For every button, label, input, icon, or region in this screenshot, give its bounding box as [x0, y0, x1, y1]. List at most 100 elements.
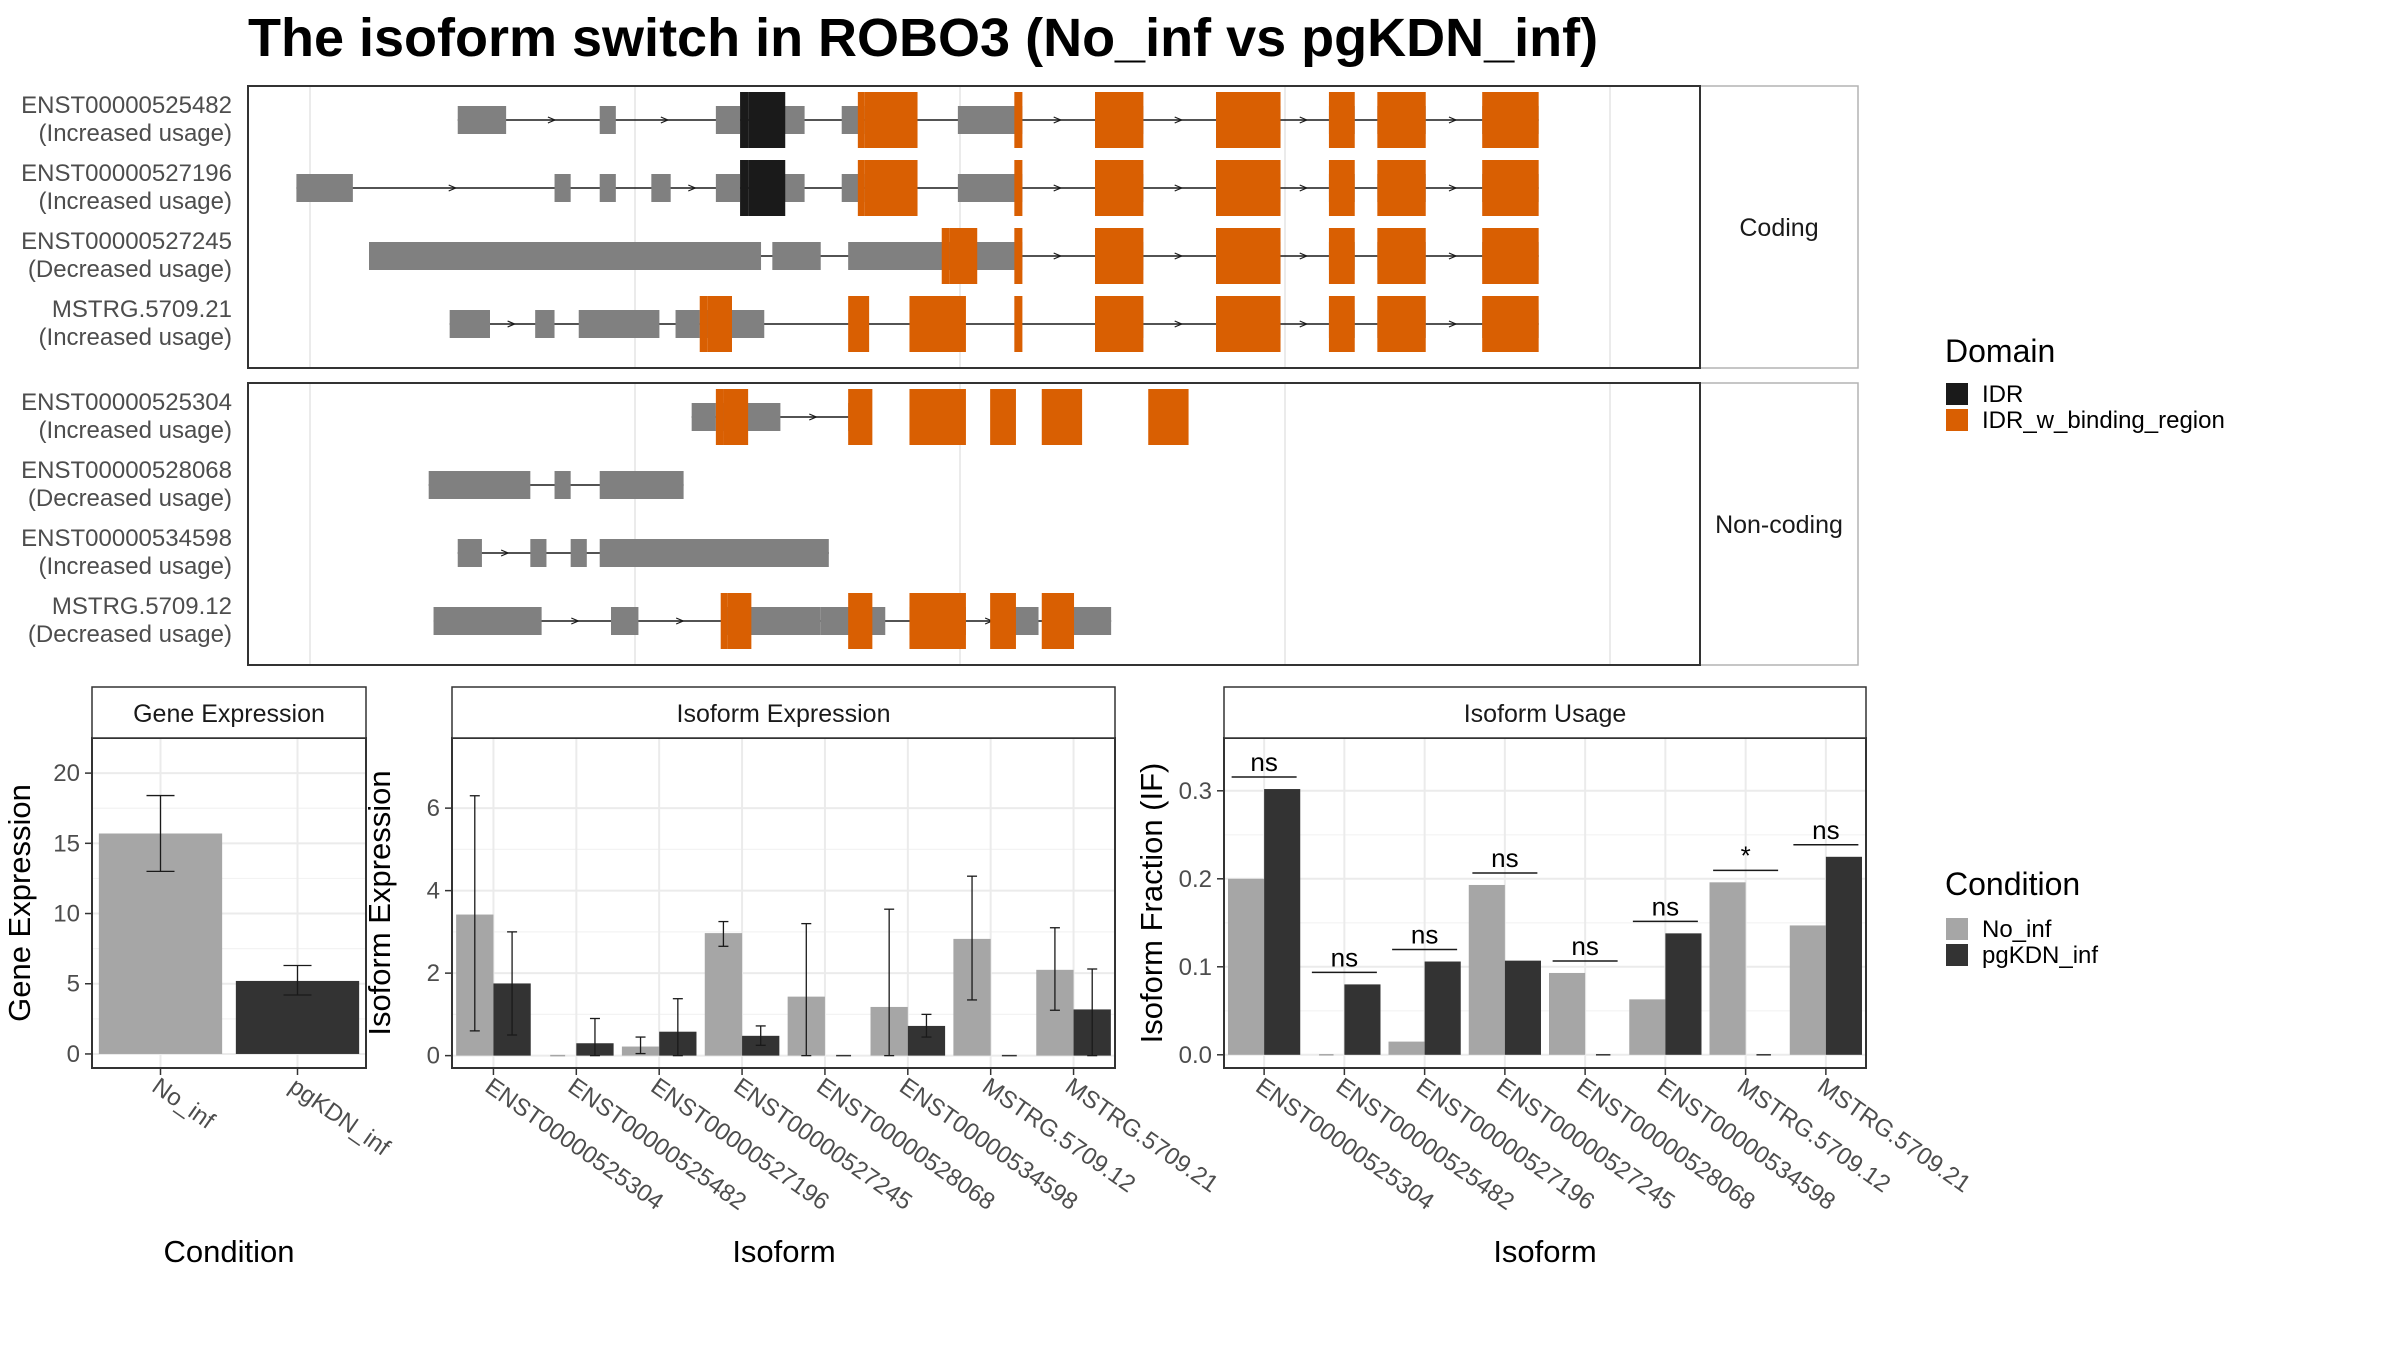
isoform-name: ENST00000534598 [21, 525, 232, 552]
idr-binding-domain [864, 92, 918, 148]
y-tick-label: 0.0 [1179, 1042, 1212, 1069]
idr-binding-domain [864, 160, 918, 216]
isoform-usage-label: (Increased usage) [39, 417, 232, 444]
bar-pgkdn-inf [1264, 789, 1301, 1055]
significance-label: ns [1411, 920, 1438, 950]
exon [715, 174, 741, 202]
y-tick-label: 20 [53, 760, 80, 787]
bar-no-inf [1388, 1041, 1425, 1055]
significance-label: ns [1250, 747, 1277, 777]
isoform-usage-label: (Decreased usage) [28, 485, 232, 512]
idr-binding-domain [909, 296, 966, 352]
isoform-name: ENST00000528068 [21, 457, 232, 484]
bar-no-inf [1549, 972, 1586, 1055]
isoform-usage-label: (Decreased usage) [28, 256, 232, 283]
isoform-usage-label: (Increased usage) [39, 324, 232, 351]
panel-title: Isoform Usage [1464, 700, 1627, 728]
exon [369, 242, 762, 270]
exon [848, 242, 958, 270]
panel-isoform-expression: Isoform Expression 0 2 4 6 Isoform Expression… [362, 686, 1223, 1269]
exon [957, 106, 1023, 134]
x-tick-label: pgKDN_inf [284, 1073, 395, 1162]
idr-binding-domain [1328, 160, 1355, 216]
idr-binding-domain [1095, 160, 1144, 216]
strand-arrow [571, 617, 580, 625]
bar-pgkdn-inf [1504, 960, 1541, 1055]
idr-binding-domain [707, 296, 732, 352]
strand-arrow [1299, 116, 1309, 124]
isoform-row: ENST00000525482(Increased usage) [21, 92, 1539, 148]
bar-no-inf [1228, 878, 1265, 1055]
x-tick-label: No_inf [147, 1073, 220, 1135]
panel-isoform-usage: ns ns ns ns ns ns * ns Isoform Usage 0.0 0.1 0.2 0.3… [1134, 686, 1975, 1269]
exon [578, 310, 660, 338]
exon [715, 106, 741, 134]
y-tick-label: 0.3 [1179, 778, 1212, 805]
exon [691, 403, 716, 431]
exon [554, 471, 571, 499]
idr-binding-domain [1328, 228, 1355, 284]
y-axis-label: Isoform Fraction (IF) [1134, 763, 1169, 1044]
panel-gene-expression: Gene Expression 0 5 10 15 20 Gene Expression No… [2, 686, 395, 1269]
strand-arrow [675, 617, 685, 625]
strand-arrow [1299, 184, 1309, 192]
legend-label-pgkdn-inf: pgKDN_inf [1982, 942, 2098, 969]
strand-arrow [1053, 116, 1063, 124]
isoform-name: ENST00000525304 [21, 389, 232, 416]
exon [428, 471, 531, 499]
idr-binding-domain [1014, 228, 1023, 284]
isoform-row: ENST00000527245(Decreased usage) [21, 228, 1539, 284]
y-tick-label: 10 [53, 901, 80, 928]
strand-arrow [1174, 116, 1184, 124]
exon [1014, 607, 1039, 635]
bar-pgkdn-inf [1825, 856, 1862, 1055]
domain-legend-title: Domain [1945, 333, 2055, 369]
idr-binding-domain [1095, 228, 1144, 284]
y-axis-label: Isoform Expression [362, 770, 397, 1035]
idr-binding-domain [1014, 160, 1023, 216]
x-axis-label: Isoform [732, 1234, 835, 1269]
bar-no-inf [1789, 925, 1826, 1055]
exon [457, 539, 482, 567]
exon [651, 174, 671, 202]
legend-label-no-inf: No_inf [1982, 916, 2052, 943]
bar-no-inf [1629, 999, 1666, 1055]
isoform-name: ENST00000525482 [21, 92, 232, 119]
idr-binding-domain [909, 593, 966, 649]
legend-key-idr-w-binding-region [1946, 409, 1968, 431]
y-axis-label: Gene Expression [2, 784, 37, 1022]
idr-binding-domain [1148, 389, 1189, 445]
exon [611, 607, 639, 635]
isoform-name: ENST00000527245 [21, 228, 232, 255]
idr-binding-domain [1216, 296, 1281, 352]
panel-strip [451, 686, 1116, 739]
strand-arrow [1053, 252, 1063, 260]
y-tick-label: 6 [427, 795, 440, 822]
isoform-name: MSTRG.5709.21 [52, 296, 232, 323]
isoform-usage-label: (Increased usage) [39, 120, 232, 147]
strand-arrow [1448, 320, 1458, 328]
y-tick-label: 0 [67, 1041, 80, 1068]
significance-label: * [1741, 840, 1751, 870]
exon [530, 539, 547, 567]
idr-binding-domain [1377, 92, 1426, 148]
idr-binding-domain [1216, 92, 1281, 148]
plot-background [1224, 738, 1866, 1068]
idr-binding-domain [1328, 296, 1355, 352]
idr-domain [740, 160, 749, 216]
idr-binding-domain [1482, 160, 1539, 216]
facet-panel-border [247, 85, 1701, 369]
idr-binding-domain [1216, 228, 1281, 284]
idr-binding-domain [857, 160, 865, 216]
exon [599, 106, 616, 134]
legend-label-idr: IDR [1982, 381, 2023, 408]
idr-binding-domain [1482, 296, 1539, 352]
isoform-usage-label: (Decreased usage) [28, 621, 232, 648]
strand-arrow [809, 413, 818, 421]
